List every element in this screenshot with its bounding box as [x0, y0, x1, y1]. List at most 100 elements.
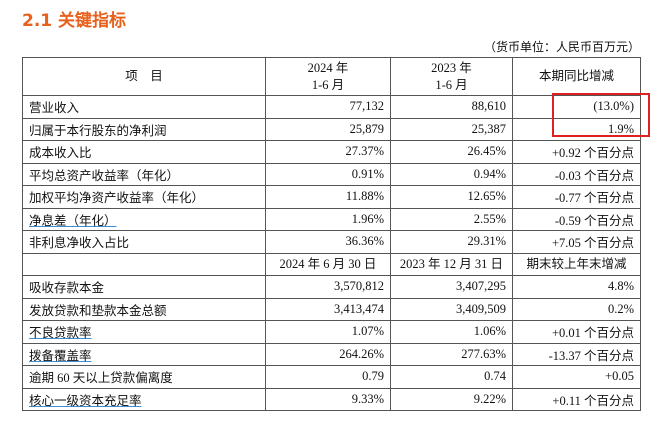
value-text: 0.94%	[473, 166, 506, 181]
item-label: 非利息净收入占比	[29, 236, 130, 251]
value-cell: 29.31%	[390, 230, 513, 254]
value-text: (13.0%)	[593, 99, 634, 114]
value-text: 3,570,812	[334, 279, 384, 294]
header-text: 1-6 月	[311, 77, 345, 92]
value-text: -0.77 个百分点	[554, 191, 634, 206]
value-cell: 88,610	[390, 95, 513, 119]
data-row: 归属于本行股东的净利润 25,879 25,387 1.9%	[22, 117, 641, 141]
data-row: 吸收存款本金 3,570,812 3,407,295 4.8%	[22, 275, 641, 299]
value-text: 9.33%	[351, 391, 384, 406]
data-row: 平均总资产收益率（年化） 0.91% 0.94% -0.03 个百分点	[22, 162, 641, 186]
value-text: 26.45%	[467, 144, 506, 159]
value-text: 0.91%	[351, 166, 384, 181]
value-text: 77,132	[349, 99, 384, 114]
value-cell: +7.05 个百分点	[512, 230, 641, 254]
item-label: 逾期 60 天以上贷款偏离度	[29, 371, 173, 386]
value-text: 3,407,295	[456, 279, 506, 294]
header-text: 期末较上年末增减	[526, 256, 627, 271]
item-cell: 归属于本行股东的净利润	[22, 117, 266, 141]
header-cell: 2024 年 1-6 月	[265, 57, 391, 96]
key-indicators-table: 项 目 2024 年 1-6 月 2023 年 1-6 月 本期同比增减营业收入 77,13…	[22, 57, 641, 411]
item-cell: 发放贷款和垫款本金总额	[22, 297, 266, 321]
header-text: 1-6 月	[435, 77, 468, 92]
item-cell: 逾期 60 天以上贷款偏离度	[22, 365, 266, 389]
value-cell: -0.59 个百分点	[512, 207, 641, 231]
item-label[interactable]: 净息差（年化）	[29, 213, 117, 228]
value-cell: +0.05	[512, 365, 641, 389]
value-cell: -0.77 个百分点	[512, 185, 641, 209]
value-cell: 4.8%	[512, 275, 641, 299]
value-text: 3,409,509	[456, 301, 506, 316]
value-text: -0.59 个百分点	[554, 213, 634, 228]
item-cell: 核心一级资本充足率	[22, 387, 266, 411]
value-text: 27.37%	[345, 144, 384, 159]
value-cell: 1.96%	[265, 207, 391, 231]
item-label: 吸收存款本金	[29, 281, 105, 296]
value-text: 25,387	[471, 121, 506, 136]
value-cell: 27.37%	[265, 140, 391, 164]
value-cell: 11.88%	[265, 185, 391, 209]
section-title: 2.1 关键指标	[22, 11, 127, 31]
item-cell: 加权平均净资产收益率（年化）	[22, 185, 266, 209]
item-cell: 不良贷款率	[22, 320, 266, 344]
item-cell: 吸收存款本金	[22, 275, 266, 299]
value-text: +0.11 个百分点	[552, 393, 634, 408]
header-cell	[22, 252, 266, 276]
header-text: 项 目	[125, 69, 163, 83]
data-row: 不良贷款率 1.07% 1.06% +0.01 个百分点	[22, 320, 641, 344]
value-text: 0.2%	[607, 301, 634, 316]
value-cell: 1.06%	[390, 320, 513, 344]
data-row: 发放贷款和垫款本金总额 3,413,474 3,409,509 0.2%	[22, 297, 641, 321]
header-cell: 2023 年 12 月 31 日	[390, 252, 513, 276]
header-text: 本期同比增减	[538, 69, 614, 83]
item-label[interactable]: 核心一级资本充足率	[29, 393, 142, 408]
value-text: +0.01 个百分点	[551, 326, 634, 341]
value-text: 1.9%	[607, 121, 634, 136]
value-text: 12.65%	[467, 189, 506, 204]
item-cell: 拨备覆盖率	[22, 342, 266, 366]
value-text: -13.37 个百分点	[548, 348, 634, 363]
header-cell: 2023 年 1-6 月	[390, 57, 513, 96]
header-cell: 本期同比增减	[512, 57, 641, 96]
value-cell: 26.45%	[390, 140, 513, 164]
highlight-box	[552, 93, 650, 137]
value-cell: 9.22%	[390, 387, 513, 411]
value-text: 9.22%	[473, 391, 506, 406]
unit-note: （货币单位：人民币百万元）	[483, 40, 640, 54]
value-text: 264.26%	[339, 346, 384, 361]
value-text: 4.8%	[607, 279, 634, 294]
item-label: 营业收入	[29, 101, 80, 116]
value-cell: 1.07%	[265, 320, 391, 344]
value-cell: 3,407,295	[390, 275, 513, 299]
data-row: 净息差（年化） 1.96% 2.55% -0.59 个百分点	[22, 207, 641, 231]
data-row: 逾期 60 天以上贷款偏离度 0.79 0.74 +0.05	[22, 365, 641, 389]
data-row: 营业收入 77,132 88,610 (13.0%)	[22, 95, 641, 119]
header-row: 项 目 2024 年 1-6 月 2023 年 1-6 月 本期同比增减	[22, 57, 641, 96]
header-cell: 2024 年 6 月 30 日	[265, 252, 391, 276]
value-text: 0.74	[484, 369, 506, 384]
value-cell: 3,409,509	[390, 297, 513, 321]
item-cell: 成本收入比	[22, 140, 266, 164]
data-row: 拨备覆盖率 264.26% 277.63% -13.37 个百分点	[22, 342, 641, 366]
header-row: 2024 年 6 月 30 日 2023 年 12 月 31 日 期末较上年末增减	[22, 252, 641, 276]
value-cell: 3,570,812	[265, 275, 391, 299]
value-text: 2.55%	[473, 211, 506, 226]
value-text: 36.36%	[345, 234, 384, 249]
value-text: 1.96%	[351, 211, 384, 226]
item-label: 加权平均净资产收益率（年化）	[29, 191, 205, 206]
header-cell: 期末较上年末增减	[512, 252, 641, 276]
value-cell: 36.36%	[265, 230, 391, 254]
item-label[interactable]: 拨备覆盖率	[29, 348, 92, 363]
data-row: 成本收入比 27.37% 26.45% +0.92 个百分点	[22, 140, 641, 164]
value-cell: 2.55%	[390, 207, 513, 231]
value-cell: -13.37 个百分点	[512, 342, 641, 366]
item-cell: 平均总资产收益率（年化）	[22, 162, 266, 186]
value-cell: 0.91%	[265, 162, 391, 186]
value-text: -0.03 个百分点	[554, 168, 634, 183]
item-label[interactable]: 不良贷款率	[29, 326, 92, 341]
value-text: 29.31%	[467, 234, 506, 249]
header-text: 2023 年	[431, 60, 472, 75]
value-cell: 3,413,474	[265, 297, 391, 321]
value-cell: 0.94%	[390, 162, 513, 186]
